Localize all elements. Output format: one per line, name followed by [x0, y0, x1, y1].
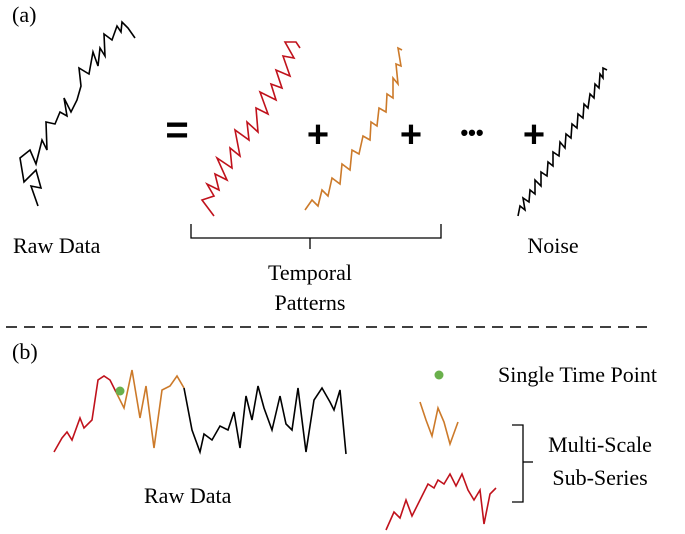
- temporal-patterns-label-line1: Temporal: [268, 260, 352, 285]
- temporal-patterns-label-line2: Patterns: [275, 290, 346, 315]
- multi-scale-label-line2: Sub-Series: [552, 465, 647, 490]
- sub-series-orange: [419, 401, 459, 447]
- sub-series-red: [385, 472, 497, 531]
- plus-sign-2: +: [400, 114, 422, 156]
- noise-series: [517, 66, 608, 217]
- single-time-point-marker: [434, 370, 444, 380]
- raw-data-red-segment: [53, 375, 117, 453]
- raw-data-label-a: Raw Data: [13, 233, 101, 258]
- multi-scale-bracket: [512, 424, 524, 503]
- raw-data-orange-segment: [115, 369, 185, 449]
- equals-sign: =: [165, 108, 188, 152]
- raw-data-label-b: Raw Data: [144, 483, 232, 508]
- noise-label: Noise: [527, 233, 578, 258]
- multi-scale-label-line1: Multi-Scale: [548, 432, 652, 457]
- panel-b-label: (b): [12, 339, 38, 364]
- temporal-pattern-red: [200, 41, 301, 217]
- temporal-pattern-orange: [304, 46, 403, 211]
- plus-sign-3: +: [523, 114, 545, 156]
- raw-data-point-marker: [115, 386, 125, 396]
- raw-data-series-a: [19, 20, 136, 207]
- panel-a-label: (a): [12, 2, 36, 27]
- plus-sign-1: +: [307, 114, 329, 156]
- temporal-patterns-bracket: [190, 224, 442, 239]
- ellipsis: •••: [460, 120, 483, 145]
- single-time-point-label: Single Time Point: [498, 362, 657, 387]
- raw-data-black-segment: [183, 385, 347, 455]
